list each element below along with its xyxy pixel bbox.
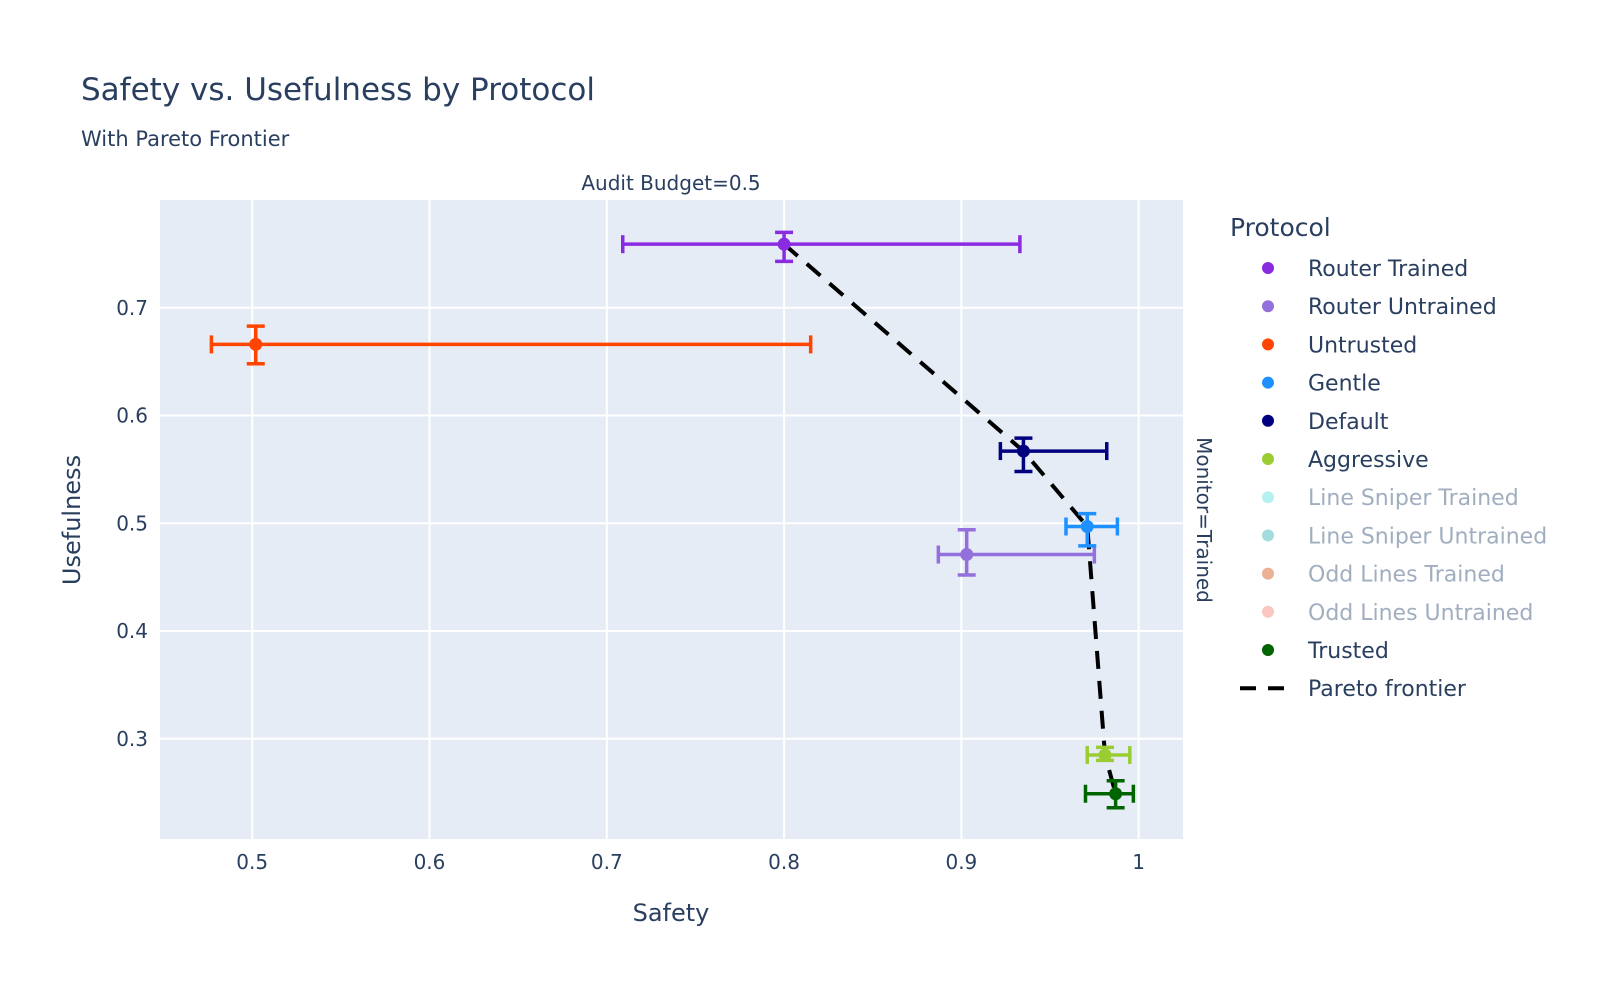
x-tick-label: 0.9 — [945, 850, 977, 874]
data-marker[interactable] — [960, 548, 974, 562]
facet-row-label: Monitor=Trained — [1192, 437, 1216, 603]
chart-title: Safety vs. Usefulness by Protocol — [81, 72, 595, 108]
data-point-aggressive[interactable] — [1085, 745, 1132, 764]
legend-item-router-trained[interactable]: Router Trained — [1262, 257, 1468, 282]
legend-item-router-untrained[interactable]: Router Untrained — [1262, 295, 1497, 320]
data-marker[interactable] — [1109, 787, 1123, 801]
legend-marker-icon — [1262, 605, 1274, 618]
legend-item-line-sniper-untrained[interactable]: Line Sniper Untrained — [1262, 524, 1547, 549]
x-tick-label: 0.8 — [768, 850, 800, 874]
x-tick-label: 0.5 — [236, 850, 268, 874]
y-axis-title: Usefulness — [58, 455, 86, 585]
data-point-trusted[interactable] — [1083, 779, 1136, 810]
chart-subtitle: With Pareto Frontier — [81, 127, 290, 151]
y-tick-label: 0.6 — [116, 404, 148, 428]
legend-label: Odd Lines Trained — [1308, 563, 1505, 588]
legend-label: Pareto frontier — [1308, 677, 1467, 702]
data-marker[interactable] — [1016, 444, 1030, 458]
legend-marker-icon — [1262, 262, 1274, 274]
legend-marker-icon — [1262, 338, 1274, 351]
gridlines — [160, 200, 1183, 839]
x-tick-label: 0.7 — [591, 850, 623, 874]
legend-item-default[interactable]: Default — [1262, 410, 1389, 435]
plot-area[interactable] — [160, 200, 1183, 839]
legend-item-odd-lines-trained[interactable]: Odd Lines Trained — [1262, 563, 1505, 588]
y-tick-label: 0.3 — [116, 727, 148, 751]
data-point-untrusted[interactable] — [209, 324, 813, 366]
facet-column-label: Audit Budget=0.5 — [581, 171, 760, 195]
data-marker[interactable] — [1080, 520, 1094, 534]
legend-item-aggressive[interactable]: Aggressive — [1262, 448, 1429, 473]
legend-item-pareto-frontier[interactable]: Pareto frontier — [1240, 677, 1467, 702]
legend-item-line-sniper-trained[interactable]: Line Sniper Trained — [1262, 486, 1519, 511]
y-tick-labels: 0.3 0.4 0.5 0.6 0.7 — [116, 296, 148, 751]
legend-label: Odd Lines Untrained — [1308, 601, 1533, 626]
data-points-layer — [209, 230, 1136, 810]
data-point-router-untrained[interactable] — [936, 527, 1097, 577]
x-tick-label: 0.6 — [414, 850, 446, 874]
legend-item-odd-lines-untrained[interactable]: Odd Lines Untrained — [1262, 601, 1533, 626]
y-tick-label: 0.5 — [116, 511, 148, 535]
legend: Protocol Router Trained Router Untrained U… — [1230, 213, 1547, 702]
legend-label: Default — [1308, 410, 1389, 435]
y-tick-label: 0.4 — [116, 619, 148, 643]
legend-item-gentle[interactable]: Gentle — [1262, 372, 1381, 397]
legend-marker-icon — [1262, 300, 1274, 313]
legend-item-trusted[interactable]: Trusted — [1262, 639, 1389, 664]
legend-label: Untrusted — [1308, 333, 1417, 358]
data-marker[interactable] — [249, 337, 263, 351]
legend-label: Gentle — [1308, 372, 1381, 397]
legend-marker-icon — [1262, 491, 1274, 504]
data-point-gentle[interactable] — [1064, 511, 1120, 548]
legend-marker-icon — [1262, 567, 1274, 580]
x-axis-title: Safety — [633, 899, 710, 927]
legend-marker-icon — [1262, 376, 1274, 389]
legend-marker-icon — [1262, 414, 1274, 427]
legend-label: Router Trained — [1308, 257, 1468, 282]
pareto-frontier-line[interactable] — [782, 242, 1118, 795]
legend-marker-icon — [1262, 644, 1274, 656]
legend-label: Line Sniper Untrained — [1308, 524, 1547, 549]
data-marker[interactable] — [777, 237, 791, 251]
data-point-default[interactable] — [998, 436, 1109, 474]
x-tick-label: 1 — [1132, 850, 1145, 874]
pareto-frontier-layer — [782, 242, 1118, 795]
legend-label: Trusted — [1307, 639, 1389, 664]
y-tick-label: 0.7 — [116, 296, 148, 320]
data-marker[interactable] — [1098, 748, 1112, 762]
legend-marker-icon — [1262, 453, 1274, 465]
legend-label: Line Sniper Trained — [1308, 486, 1519, 511]
x-tick-labels: 0.5 0.6 0.7 0.8 0.9 1 — [236, 850, 1145, 874]
legend-item-untrusted[interactable]: Untrusted — [1262, 333, 1417, 358]
legend-label: Router Untrained — [1308, 295, 1497, 320]
legend-marker-icon — [1262, 529, 1274, 542]
legend-label: Aggressive — [1308, 448, 1429, 473]
data-point-router-trained[interactable] — [620, 230, 1022, 264]
legend-title: Protocol — [1230, 213, 1331, 242]
